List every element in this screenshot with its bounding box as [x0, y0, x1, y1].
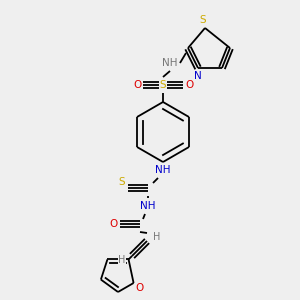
Text: O: O — [133, 80, 141, 90]
Text: S: S — [119, 177, 125, 187]
Text: N: N — [194, 71, 202, 81]
Text: O: O — [136, 283, 144, 293]
Text: NH: NH — [155, 165, 171, 175]
Text: S: S — [200, 15, 206, 25]
Text: O: O — [185, 80, 193, 90]
Text: O: O — [109, 219, 117, 229]
Text: S: S — [160, 80, 166, 90]
Text: H: H — [153, 232, 161, 242]
Text: NH: NH — [140, 201, 156, 211]
Text: H: H — [118, 255, 126, 265]
Text: NH: NH — [162, 58, 178, 68]
